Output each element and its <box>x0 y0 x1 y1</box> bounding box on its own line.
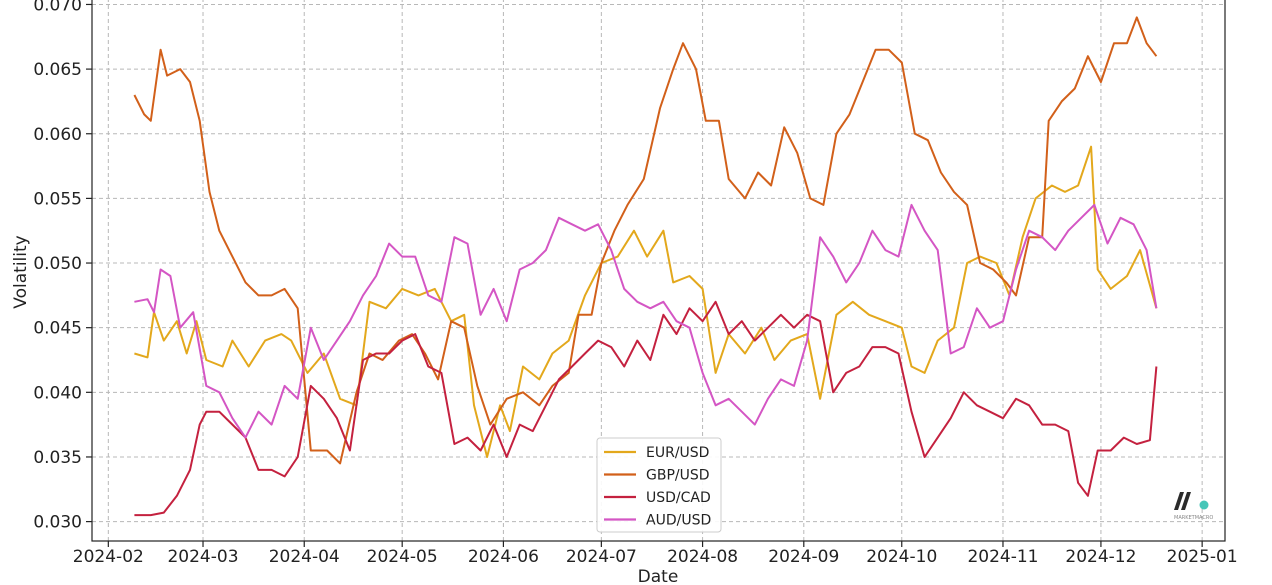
legend-box <box>596 437 722 533</box>
y-tick-label: 0.060 <box>33 125 82 145</box>
x-axis-ticks: 2024-02 2024-03 2024-04 2024-05 2024-06 2024-… <box>73 541 1238 567</box>
x-tick-label: 2024-04 <box>269 547 340 567</box>
x-tick-label: 2024-11 <box>967 547 1038 567</box>
y-tick-label: 0.040 <box>33 383 82 403</box>
logo-mark <box>1174 492 1191 510</box>
x-axis-label: Date <box>638 567 679 585</box>
y-tick-label: 0.030 <box>33 513 82 533</box>
plot-frame <box>91 0 1226 542</box>
legend: EUR/USD GBP/USD USD/CAD AUD/USD <box>596 437 722 533</box>
x-tick-label: 2025-01 <box>1167 547 1238 567</box>
y-axis-label: Volatility <box>11 235 31 308</box>
x-tick-label: 2024-07 <box>566 547 637 567</box>
x-tick-label: 2024-06 <box>468 547 539 567</box>
series-lines <box>133 16 1158 517</box>
series-line-gbpusd <box>133 16 1158 465</box>
x-tick-label: 2024-10 <box>866 547 937 567</box>
series-line-audusd <box>134 203 1158 439</box>
series-line-eurusd <box>134 145 1158 458</box>
legend-label-gbpusd: GBP/USD <box>646 468 710 484</box>
y-tick-label: 0.035 <box>33 448 82 468</box>
x-tick-label: 2024-12 <box>1065 547 1136 567</box>
series-line-usdcad <box>134 300 1158 517</box>
x-tick-label: 2024-03 <box>167 547 238 567</box>
legend-label-usdcad: USD/CAD <box>646 490 711 506</box>
y-tick-label: 0.055 <box>33 189 82 209</box>
x-tick-label: 2024-02 <box>73 547 144 567</box>
logo-dot <box>1199 500 1209 510</box>
y-tick-label: 0.070 <box>33 0 82 15</box>
legend-label-audusd: AUD/USD <box>646 513 711 529</box>
y-tick-label: 0.065 <box>33 60 82 80</box>
logo-text: MARKETMACRO <box>1174 515 1213 521</box>
y-tick-label: 0.050 <box>33 254 82 274</box>
y-axis-ticks: 0.030 0.035 0.040 0.045 0.050 0.055 0.060 0.065… <box>33 0 92 533</box>
y-tick-label: 0.045 <box>33 319 82 339</box>
marketmacro-logo: MARKETMACRO <box>1174 492 1213 521</box>
x-tick-label: 2024-08 <box>667 547 738 567</box>
x-tick-label: 2024-09 <box>768 547 839 567</box>
legend-label-eurusd: EUR/USD <box>646 445 709 461</box>
x-tick-label: 2024-05 <box>367 547 438 567</box>
